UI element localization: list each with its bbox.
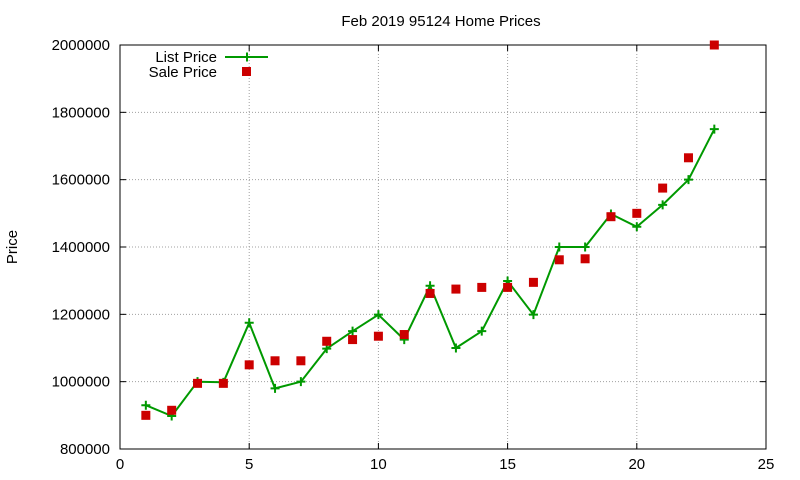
point-list-price xyxy=(683,175,693,185)
y-axis-label: Price xyxy=(4,230,21,264)
point-list-price xyxy=(580,242,590,252)
point-sale-price xyxy=(683,153,693,163)
series-sale-price xyxy=(141,40,719,420)
x-tick-label: 10 xyxy=(370,456,387,473)
plot-frame xyxy=(119,44,767,450)
legend-marker-list-price xyxy=(242,52,252,62)
point-sale-price xyxy=(322,336,332,346)
point-list-price xyxy=(658,200,668,210)
y-tick-label: 1200000 xyxy=(52,306,110,323)
point-sale-price xyxy=(528,277,538,287)
point-sale-price xyxy=(451,284,461,294)
point-list-price xyxy=(373,310,383,320)
point-list-price xyxy=(477,326,487,336)
legend-marker-sale-price xyxy=(242,67,251,76)
y-tick-label: 1600000 xyxy=(52,172,110,189)
series-line-list-price xyxy=(145,128,716,417)
point-sale-price xyxy=(658,183,668,193)
x-tick-label: 15 xyxy=(499,456,516,473)
point-list-price xyxy=(709,124,719,134)
point-list-price xyxy=(632,222,642,232)
axis-ticks: 0 5 10 15 20 25 800000 1000000 1200000 1400000 160… xyxy=(52,37,775,473)
point-list-price xyxy=(528,310,538,320)
point-sale-price xyxy=(580,254,590,264)
point-list-price xyxy=(348,326,358,336)
point-sale-price xyxy=(167,405,177,415)
point-list-price xyxy=(554,242,564,252)
x-tick-label: 5 xyxy=(245,456,253,473)
point-list-price xyxy=(451,343,461,353)
x-tick-label: 0 xyxy=(116,456,124,473)
point-sale-price xyxy=(270,356,280,366)
y-tick-label: 1000000 xyxy=(52,374,110,391)
x-tick-label: 20 xyxy=(628,456,645,473)
point-sale-price xyxy=(193,378,203,388)
point-sale-price xyxy=(348,335,358,345)
grid xyxy=(120,45,766,449)
series-list-price xyxy=(141,124,719,421)
point-sale-price xyxy=(503,282,513,292)
point-sale-price xyxy=(218,378,228,388)
point-list-price xyxy=(296,377,306,387)
chart-title: Feb 2019 95124 Home Prices xyxy=(341,13,540,30)
y-tick-label: 1800000 xyxy=(52,104,110,121)
point-sale-price xyxy=(425,288,435,298)
point-sale-price xyxy=(606,212,616,222)
legend: List Price Sale Price xyxy=(149,49,268,81)
point-list-price xyxy=(270,383,280,393)
legend-label-sale-price: Sale Price xyxy=(149,64,217,81)
point-list-price xyxy=(244,318,254,328)
y-tick-label: 800000 xyxy=(60,441,110,458)
legend-label-list-price: List Price xyxy=(155,49,217,66)
series-layer xyxy=(141,40,719,421)
x-tick-label: 25 xyxy=(758,456,775,473)
point-sale-price xyxy=(296,356,306,366)
point-sale-price xyxy=(477,282,487,292)
point-sale-price xyxy=(244,360,254,370)
point-list-price xyxy=(141,400,151,410)
point-list-price xyxy=(425,281,435,291)
y-tick-label: 2000000 xyxy=(52,37,110,54)
point-sale-price xyxy=(399,330,409,340)
y-tick-label: 1400000 xyxy=(52,239,110,256)
point-sale-price xyxy=(554,255,564,265)
point-sale-price xyxy=(709,40,719,50)
point-sale-price xyxy=(141,410,151,420)
point-sale-price xyxy=(632,208,642,218)
point-sale-price xyxy=(373,331,383,341)
